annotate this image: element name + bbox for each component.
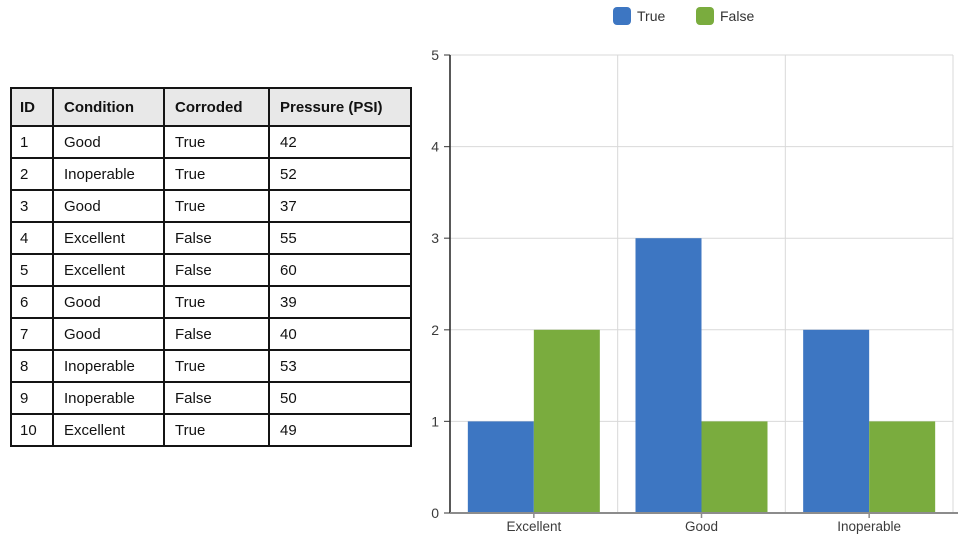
table-cell: Good (52, 317, 165, 351)
table-cell: 39 (268, 285, 412, 319)
table-cell: Inoperable (52, 349, 165, 383)
table-cell: True (163, 285, 270, 319)
table-cell: 5 (10, 253, 54, 287)
table-cell: 37 (268, 189, 412, 223)
table-cell: Good (52, 189, 165, 223)
table-header-cell: Condition (52, 87, 165, 127)
table-cell: 49 (268, 413, 412, 447)
bar-true-inoperable (803, 329, 870, 513)
table-header-cell: Pressure (PSI) (268, 87, 412, 127)
table-cell: 9 (10, 381, 54, 415)
table-cell: 3 (10, 189, 54, 223)
bar-false-good (701, 421, 768, 513)
table-cell: Excellent (52, 253, 165, 287)
chart-bars (467, 238, 936, 513)
table-cell: Inoperable (52, 157, 165, 191)
table-cell: Good (52, 285, 165, 319)
table-row: 6 Good True 39 (10, 285, 412, 319)
y-tick-label: 3 (431, 230, 439, 246)
x-category-label: Excellent (506, 519, 561, 534)
x-category-label: Inoperable (837, 519, 901, 534)
table-cell: False (163, 221, 270, 255)
table-row: 3 Good True 37 (10, 189, 412, 223)
y-tick-label: 0 (431, 505, 439, 521)
table-cell: 55 (268, 221, 412, 255)
y-tick-label: 2 (431, 322, 439, 338)
x-category-label: Good (685, 519, 718, 534)
bar-false-inoperable (869, 421, 936, 513)
table-cell: Excellent (52, 221, 165, 255)
table-cell: 53 (268, 349, 412, 383)
table-row: 4 Excellent False 55 (10, 221, 412, 255)
legend-swatch-true (613, 7, 631, 25)
table-cell: Good (52, 125, 165, 159)
chart-labels: Excellent Good Inoperable 0 1 2 3 4 5 (431, 47, 901, 534)
table-cell: True (163, 189, 270, 223)
table-cell: 10 (10, 413, 54, 447)
table-cell: 1 (10, 125, 54, 159)
table-header-cell: ID (10, 87, 54, 127)
table-row: 5 Excellent False 60 (10, 253, 412, 287)
table-cell: 2 (10, 157, 54, 191)
table-header-row: ID Condition Corroded Pressure (PSI) (10, 87, 412, 127)
table-row: 8 Inoperable True 53 (10, 349, 412, 383)
y-tick-label: 1 (431, 413, 439, 429)
bar-true-excellent (467, 421, 534, 513)
pipes-table: ID Condition Corroded Pressure (PSI) 1 Good T… (10, 87, 412, 447)
table-row: 2 Inoperable True 52 (10, 157, 412, 191)
chart-legend: True False (613, 7, 754, 25)
table-row: 10 Excellent True 49 (10, 413, 412, 447)
bar-chart: True False Excellent Good Inoperable 0 1 2 3 4 5 (431, 7, 958, 534)
chart-axes (444, 54, 958, 518)
table-cell: True (163, 157, 270, 191)
table-row: 1 Good True 42 (10, 125, 412, 159)
legend-label-true: True (637, 8, 665, 24)
table-cell: 42 (268, 125, 412, 159)
table-cell: 52 (268, 157, 412, 191)
table-body: 1 Good True 42 2 Inoperable True 52 3 Good True 37 4… (10, 125, 412, 447)
table-cell: 6 (10, 285, 54, 319)
table-cell: 60 (268, 253, 412, 287)
table-head: ID Condition Corroded Pressure (PSI) (10, 87, 412, 127)
table-cell: True (163, 125, 270, 159)
table-cell: True (163, 349, 270, 383)
y-tick-label: 4 (431, 139, 439, 155)
table-cell: 4 (10, 221, 54, 255)
table-cell: 50 (268, 381, 412, 415)
legend-label-false: False (720, 8, 754, 24)
table-row: 9 Inoperable False 50 (10, 381, 412, 415)
table-cell: 40 (268, 317, 412, 351)
table-cell: Excellent (52, 413, 165, 447)
table-header-cell: Corroded (163, 87, 270, 127)
legend-swatch-false (696, 7, 714, 25)
table-cell: True (163, 413, 270, 447)
table-cell: False (163, 253, 270, 287)
bar-true-good (635, 238, 702, 513)
y-tick-label: 5 (431, 47, 439, 63)
bar-false-excellent (533, 329, 600, 513)
table-cell: 8 (10, 349, 54, 383)
table-cell: Inoperable (52, 381, 165, 415)
table-cell: 7 (10, 317, 54, 351)
table-cell: False (163, 317, 270, 351)
table-row: 7 Good False 40 (10, 317, 412, 351)
table-cell: False (163, 381, 270, 415)
